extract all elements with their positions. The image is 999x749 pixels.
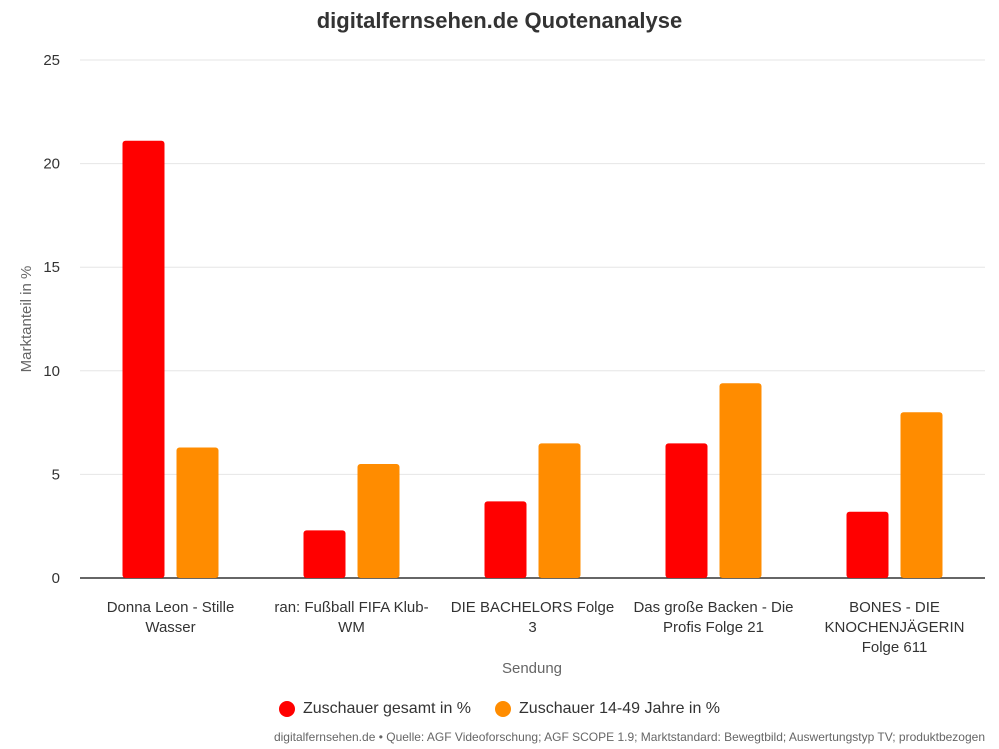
bar <box>484 501 527 578</box>
bars <box>122 140 943 579</box>
bar <box>122 140 165 579</box>
category-labels: Donna Leon - Stille Wasser ran: Fußball FI… <box>107 599 965 656</box>
category-label: Donna Leon - Stille Wasser <box>107 599 235 636</box>
y-tick-label: 20 <box>43 156 60 173</box>
bar-chart: 0 5 10 15 20 25 Donna Leon - Stille Wasser ran:… <box>18 52 985 677</box>
bar <box>719 383 762 578</box>
y-tick-label: 0 <box>52 570 60 587</box>
grid-lines <box>80 59 985 579</box>
category-label: DIE BACHELORS Folge 3 <box>451 599 614 636</box>
y-tick-label: 25 <box>43 52 60 69</box>
category-label: Das große Backen - Die Profis Folge 21 <box>633 599 793 636</box>
legend: Zuschauer gesamt in % Zuschauer 14-49 Jah… <box>0 700 999 722</box>
legend-marker <box>278 701 295 717</box>
legend-item: Zuschauer 14-49 Jahre in % <box>495 700 720 718</box>
bar <box>900 412 943 578</box>
legend-item: Zuschauer gesamt in % <box>278 700 472 718</box>
bar <box>303 530 346 578</box>
bar <box>357 464 400 578</box>
bar <box>665 443 708 578</box>
chart-title: digitalfernsehen.de Quotenanalyse <box>316 8 683 33</box>
y-tick-label: 15 <box>43 259 60 276</box>
y-tick-label: 10 <box>43 363 60 380</box>
category-label: ran: Fußball FIFA Klub-WM <box>274 599 428 636</box>
y-tick-labels: 0 5 10 15 20 25 <box>43 52 60 587</box>
x-axis-title: Sendung <box>502 660 562 677</box>
legend-marker <box>495 701 512 717</box>
y-axis-title: Marktanteil in % <box>18 266 35 373</box>
bar <box>538 443 581 578</box>
y-tick-label: 5 <box>52 466 60 483</box>
category-label: BONES - DIE KNOCHENJÄGERIN Folge 611 <box>824 599 964 656</box>
legend-label: Zuschauer gesamt in % <box>302 700 472 717</box>
bar <box>846 511 889 578</box>
bar <box>176 447 219 578</box>
legend-label: Zuschauer 14-49 Jahre in % <box>519 700 721 717</box>
source-footer: digitalfernsehen.de • Quelle: AGF Videof… <box>273 730 985 744</box>
